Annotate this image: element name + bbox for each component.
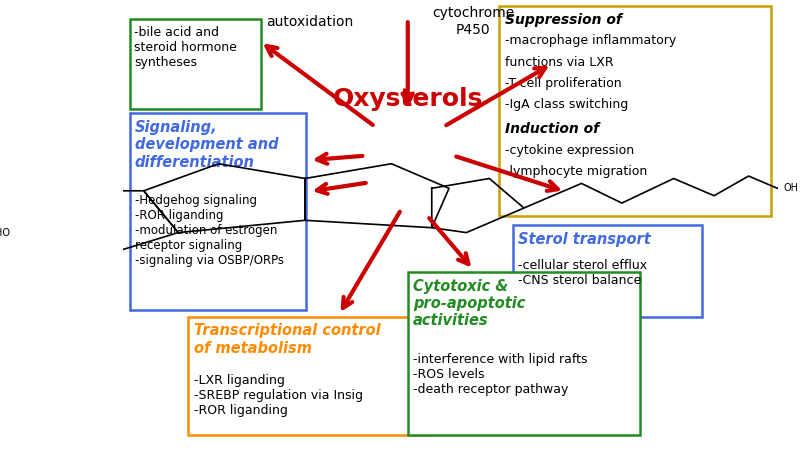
Text: Suppression of: Suppression of — [505, 13, 622, 27]
FancyBboxPatch shape — [408, 272, 640, 435]
Text: cytochrome
P450: cytochrome P450 — [432, 6, 514, 36]
FancyBboxPatch shape — [513, 225, 702, 317]
Text: -cytokine expression: -cytokine expression — [505, 144, 634, 157]
Text: -Hedgehog signaling
-ROR liganding
-modulation of estrogen
receptor signaling
-s: -Hedgehog signaling -ROR liganding -modu… — [135, 194, 284, 267]
FancyBboxPatch shape — [130, 113, 306, 310]
Text: -bile acid and
steroid hormone
syntheses: -bile acid and steroid hormone syntheses — [134, 26, 237, 69]
Text: -LXR liganding
-SREBP regulation via Insig
-ROR liganding: -LXR liganding -SREBP regulation via Ins… — [194, 374, 362, 417]
Text: -IgA class switching: -IgA class switching — [505, 99, 628, 112]
Text: functions via LXR: functions via LXR — [505, 55, 614, 68]
Text: HO: HO — [0, 228, 10, 238]
Text: Oxysterols: Oxysterols — [333, 87, 483, 111]
FancyBboxPatch shape — [499, 6, 771, 216]
Text: -interference with lipid rafts
-ROS levels
-death receptor pathway: -interference with lipid rafts -ROS leve… — [413, 353, 587, 396]
Text: -lymphocyte migration: -lymphocyte migration — [505, 165, 647, 178]
FancyBboxPatch shape — [189, 317, 430, 435]
Text: Induction of: Induction of — [505, 122, 599, 136]
Text: -macrophage inflammatory: -macrophage inflammatory — [505, 34, 676, 47]
Text: Sterol transport: Sterol transport — [518, 232, 650, 247]
Text: Transcriptional control
of metabolism: Transcriptional control of metabolism — [194, 324, 380, 356]
Text: Cytotoxic &
pro-apoptotic
activities: Cytotoxic & pro-apoptotic activities — [413, 279, 526, 328]
Text: OH: OH — [784, 183, 799, 194]
FancyBboxPatch shape — [130, 19, 261, 109]
Text: -cellular sterol efflux
-CNS sterol balance: -cellular sterol efflux -CNS sterol bala… — [518, 260, 647, 288]
Text: autoxidation: autoxidation — [266, 14, 354, 28]
Text: -T-cell proliferation: -T-cell proliferation — [505, 77, 622, 90]
Text: Signaling,
development and
differentiation: Signaling, development and differentiati… — [135, 120, 278, 170]
